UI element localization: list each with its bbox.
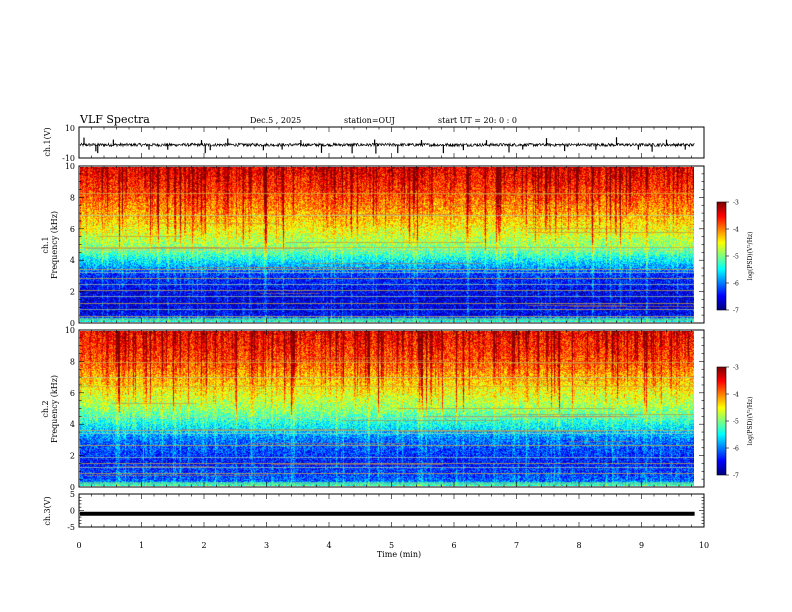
ch1-colorbar-gradient <box>717 202 726 310</box>
freq-tick-label: 8 <box>70 193 75 202</box>
ch1-spectrogram-ylabel: Frequency (kHz) <box>50 211 59 279</box>
ch3-ytick-label: -5 <box>67 523 75 532</box>
freq-tick-label: 0 <box>70 483 75 492</box>
station-label: station=OUJ <box>344 116 395 125</box>
ch2-spectrogram-image <box>80 331 694 486</box>
ch3-waveform-panel: 50-5 ch.3(V) 0 1 2 3 4 5 6 7 8 9 10 Time (min) <box>43 490 709 559</box>
freq-tick-label: 8 <box>70 357 75 366</box>
freq-tick-label: 10 <box>65 162 75 171</box>
time-tick-label: 4 <box>326 541 331 550</box>
ch1-waveform-ticks <box>78 127 705 158</box>
ch2-spectrogram-ticks <box>78 329 705 488</box>
ch2-spectrogram-ylabel: Frequency (kHz) <box>50 375 59 443</box>
colorbar-tick-label: -6 <box>733 446 739 453</box>
ch2-spectrogram-panel: 0 2 4 6 8 10 ch.2 Frequency (kHz) <box>41 326 705 492</box>
ch2-colorbar-label: log(PSD)(V²/Hz) <box>747 397 754 446</box>
ch3-ytick-label: 0 <box>70 507 75 516</box>
time-axis-tick-labels: 0 1 2 3 4 5 6 7 8 9 10 <box>76 541 709 550</box>
ch3-waveform-ticks <box>78 493 705 528</box>
ch1-signal-line <box>79 142 695 148</box>
ch1-colorbar: -3 -4 -5 -6 -7 log(PSD)(V²/Hz) <box>716 200 754 315</box>
time-tick-label: 8 <box>576 541 581 550</box>
ch2-colorbar-ticks: -3 -4 -5 -6 -7 <box>726 365 739 480</box>
ch1-ytick-bottom: -10 <box>62 154 75 163</box>
time-tick-label: 1 <box>139 541 144 550</box>
ch1-waveform-panel: 10 -10 ch.1(V) <box>43 124 705 163</box>
ch2-spectrogram-ytick-labels: 0 2 4 6 8 10 <box>65 326 75 492</box>
time-axis-label: Time (min) <box>377 550 421 559</box>
ch3-ytick-labels: 5 0 -5 <box>67 490 75 532</box>
ch1-spectrogram-ytick-labels: 0 2 4 6 8 10 <box>65 162 75 328</box>
freq-tick-label: 0 <box>70 319 75 328</box>
time-tick-label: 9 <box>639 541 644 550</box>
freq-tick-label: 10 <box>65 326 75 335</box>
ch1-ytick-top: 10 <box>65 124 75 133</box>
colorbar-tick-label: -6 <box>733 281 739 288</box>
ch1-spectrogram-image <box>80 167 694 322</box>
colorbar-tick-label: -4 <box>733 227 739 234</box>
figure-title: VLF Spectra <box>79 113 150 126</box>
start-time-label: start UT = 20: 0 : 0 <box>438 116 517 125</box>
time-tick-label: 2 <box>201 541 206 550</box>
colorbar-tick-label: -5 <box>733 254 739 261</box>
freq-tick-label: 4 <box>70 420 75 429</box>
freq-tick-label: 2 <box>70 452 75 461</box>
ch2-spectrogram-channel-label: ch.2 <box>41 400 50 417</box>
date-label: Dec.5 , 2025 <box>250 116 301 125</box>
time-tick-label: 3 <box>264 541 269 550</box>
time-tick-label: 10 <box>699 541 709 550</box>
colorbar-tick-label: -5 <box>733 419 739 426</box>
colorbar-tick-label: -4 <box>733 392 739 399</box>
ch1-colorbar-ticks: -3 -4 -5 -6 -7 <box>726 200 739 315</box>
ch1-waveform-ylabel: ch.1(V) <box>43 127 52 156</box>
freq-tick-label: 2 <box>70 288 75 297</box>
ch3-waveform-ylabel: ch.3(V) <box>43 496 52 525</box>
ch2-colorbar: -3 -4 -5 -6 -7 log(PSD)(V²/Hz) <box>716 365 754 480</box>
freq-tick-label: 4 <box>70 256 75 265</box>
colorbar-tick-label: -3 <box>733 365 739 372</box>
ch1-spectrogram-channel-label: ch.1 <box>41 236 50 253</box>
ch1-waveform-trace <box>79 137 695 154</box>
time-tick-label: 5 <box>389 541 394 550</box>
freq-tick-label: 6 <box>70 389 75 398</box>
ch2-colorbar-gradient <box>717 367 726 475</box>
freq-tick-label: 6 <box>70 225 75 234</box>
time-tick-label: 6 <box>451 541 456 550</box>
ch1-spectrogram-ticks <box>78 165 705 324</box>
time-tick-label: 7 <box>514 541 519 550</box>
ch3-ytick-label: 5 <box>70 490 75 499</box>
colorbar-tick-label: -3 <box>733 200 739 207</box>
colorbar-tick-label: -7 <box>733 473 739 480</box>
ch1-colorbar-label: log(PSD)(V²/Hz) <box>747 232 754 281</box>
time-tick-label: 0 <box>76 541 81 550</box>
ch1-spectrogram-panel: 0 2 4 6 8 10 ch.1 Frequency (kHz) <box>41 162 705 328</box>
colorbar-tick-label: -7 <box>733 308 739 315</box>
